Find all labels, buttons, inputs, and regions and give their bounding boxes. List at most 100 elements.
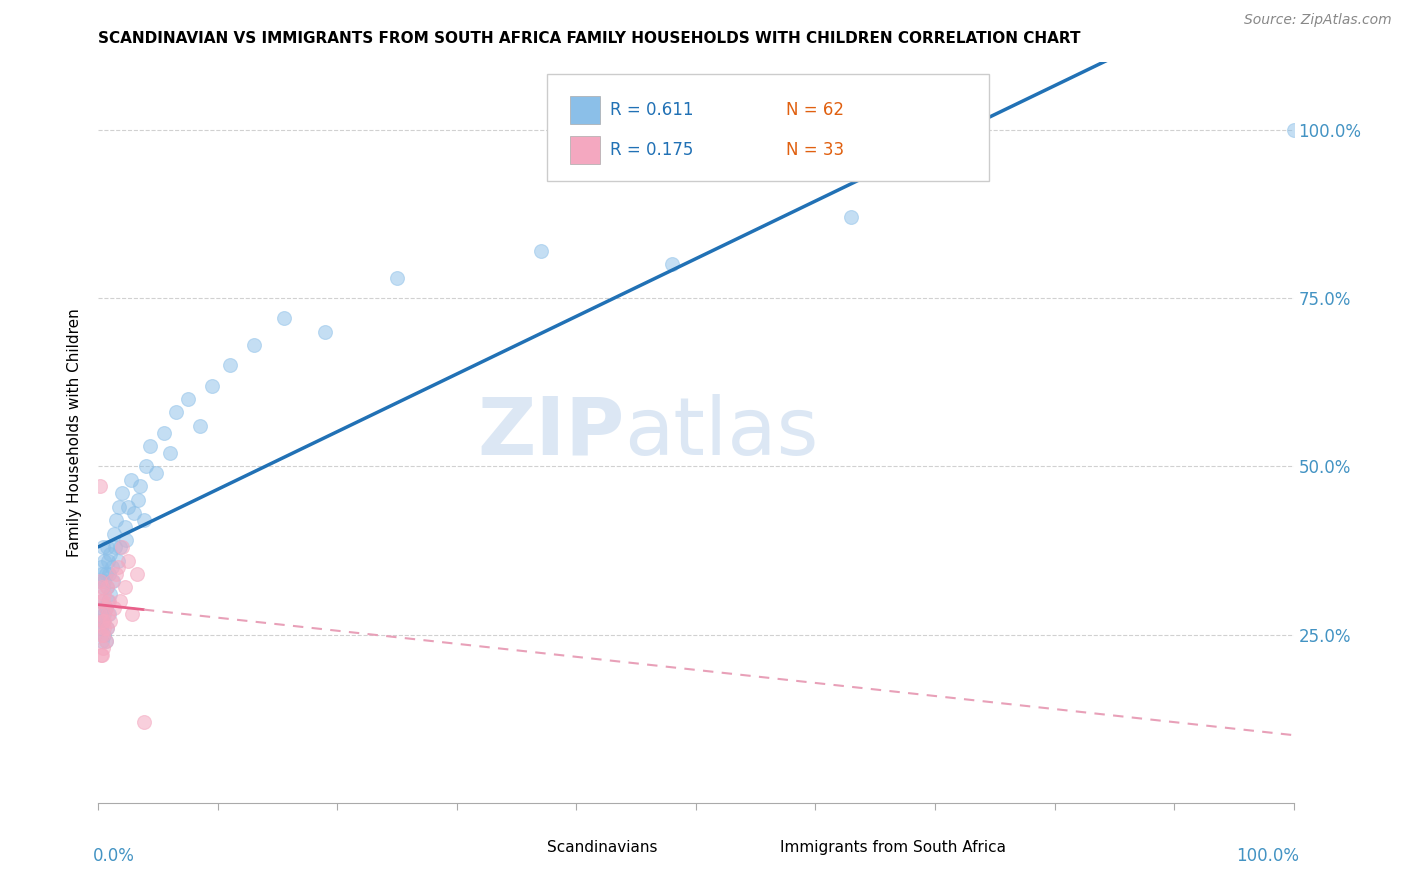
Point bbox=[1282, 122, 1305, 136]
Point bbox=[125, 566, 148, 581]
FancyBboxPatch shape bbox=[744, 836, 770, 858]
Point bbox=[103, 600, 125, 615]
Point bbox=[98, 614, 122, 628]
Point bbox=[188, 418, 211, 433]
Point bbox=[94, 634, 117, 648]
Text: 100.0%: 100.0% bbox=[1236, 847, 1299, 865]
Point bbox=[177, 392, 200, 406]
Point bbox=[93, 627, 115, 641]
Point bbox=[98, 566, 121, 581]
Point bbox=[94, 600, 117, 615]
Point bbox=[91, 614, 114, 628]
Text: Scandinavians: Scandinavians bbox=[547, 839, 657, 855]
Point bbox=[107, 560, 129, 574]
Point bbox=[90, 560, 112, 574]
Text: ZIP: ZIP bbox=[477, 393, 624, 472]
Point bbox=[127, 492, 149, 507]
Point bbox=[96, 581, 118, 595]
Point bbox=[90, 648, 112, 662]
Point bbox=[93, 574, 115, 588]
Point bbox=[159, 446, 181, 460]
Point bbox=[93, 614, 115, 628]
Point bbox=[91, 648, 114, 662]
Point bbox=[97, 607, 120, 622]
Text: N = 62: N = 62 bbox=[786, 101, 844, 119]
Point bbox=[91, 614, 114, 628]
Point bbox=[841, 211, 863, 225]
Point bbox=[90, 594, 112, 608]
Point bbox=[219, 359, 242, 373]
Point bbox=[108, 540, 131, 554]
Point bbox=[94, 634, 117, 648]
Text: atlas: atlas bbox=[624, 393, 818, 472]
Point bbox=[124, 507, 146, 521]
Point bbox=[107, 500, 129, 514]
Text: 0.0%: 0.0% bbox=[93, 847, 135, 865]
Point bbox=[93, 607, 115, 622]
Y-axis label: Family Households with Children: Family Households with Children bbox=[67, 309, 83, 557]
Point bbox=[135, 459, 157, 474]
Point bbox=[91, 581, 114, 595]
Point bbox=[315, 325, 337, 339]
Point bbox=[94, 566, 117, 581]
Point bbox=[96, 540, 118, 554]
Text: R = 0.611: R = 0.611 bbox=[610, 101, 693, 119]
Point bbox=[108, 594, 131, 608]
Text: SCANDINAVIAN VS IMMIGRANTS FROM SOUTH AFRICA FAMILY HOUSEHOLDS WITH CHILDREN COR: SCANDINAVIAN VS IMMIGRANTS FROM SOUTH AF… bbox=[98, 31, 1081, 46]
Point bbox=[97, 594, 120, 608]
Point bbox=[91, 581, 114, 595]
Text: N = 33: N = 33 bbox=[786, 141, 844, 159]
Point bbox=[96, 621, 118, 635]
Point bbox=[91, 640, 114, 655]
Point bbox=[90, 627, 112, 641]
Point bbox=[89, 574, 111, 588]
Point bbox=[111, 540, 134, 554]
Point bbox=[104, 540, 127, 554]
Point bbox=[96, 621, 118, 635]
Point bbox=[139, 439, 162, 453]
Point bbox=[93, 621, 115, 635]
Point bbox=[132, 513, 155, 527]
FancyBboxPatch shape bbox=[571, 136, 600, 164]
Point bbox=[96, 581, 118, 595]
Point bbox=[117, 553, 139, 567]
Point bbox=[89, 479, 111, 493]
FancyBboxPatch shape bbox=[510, 836, 537, 858]
Point bbox=[93, 553, 115, 567]
Point bbox=[117, 500, 139, 514]
Point bbox=[385, 270, 409, 285]
Point bbox=[100, 560, 122, 574]
Point bbox=[98, 587, 122, 601]
Point bbox=[120, 473, 142, 487]
Point bbox=[94, 600, 117, 615]
Text: Source: ZipAtlas.com: Source: ZipAtlas.com bbox=[1244, 13, 1392, 28]
Text: R = 0.175: R = 0.175 bbox=[610, 141, 693, 159]
Text: Immigrants from South Africa: Immigrants from South Africa bbox=[779, 839, 1005, 855]
Point bbox=[98, 547, 122, 561]
Point bbox=[115, 533, 138, 548]
Point bbox=[105, 513, 128, 527]
Point bbox=[165, 405, 187, 419]
Point bbox=[145, 466, 167, 480]
Point bbox=[91, 600, 114, 615]
Point bbox=[97, 553, 120, 567]
Point bbox=[105, 566, 128, 581]
Point bbox=[111, 486, 134, 500]
Point bbox=[114, 520, 136, 534]
Point bbox=[661, 257, 683, 271]
Point bbox=[91, 566, 114, 581]
Point bbox=[91, 594, 114, 608]
Point bbox=[91, 627, 114, 641]
Point bbox=[91, 634, 114, 648]
Point bbox=[129, 479, 152, 493]
Point bbox=[93, 587, 115, 601]
Point bbox=[89, 574, 111, 588]
Point bbox=[89, 614, 111, 628]
Point bbox=[103, 526, 125, 541]
Point bbox=[98, 607, 121, 622]
Point bbox=[90, 621, 112, 635]
FancyBboxPatch shape bbox=[547, 73, 988, 181]
Point bbox=[89, 607, 111, 622]
Point bbox=[100, 574, 122, 588]
Point bbox=[201, 378, 224, 392]
